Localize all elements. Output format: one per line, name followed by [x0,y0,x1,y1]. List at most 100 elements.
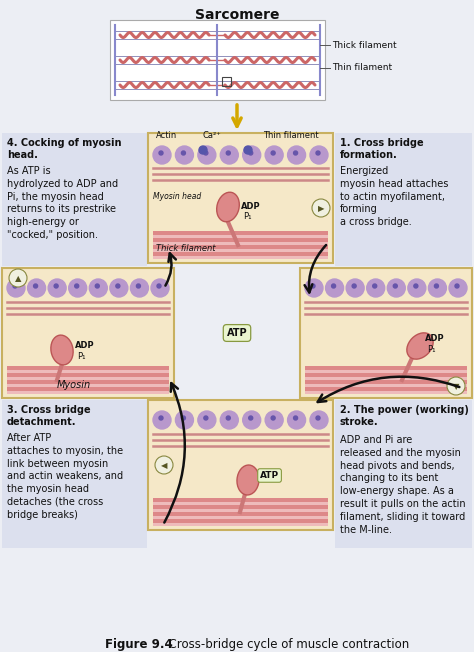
Circle shape [204,151,208,155]
Text: ADP: ADP [241,202,261,211]
Circle shape [157,284,161,288]
Circle shape [48,279,66,297]
Text: After ATP
attaches to myosin, the
link between myosin
and actin weakens, and
the: After ATP attaches to myosin, the link b… [7,433,123,520]
Circle shape [316,416,320,420]
Circle shape [137,284,140,288]
Bar [222,77,231,86]
Circle shape [243,146,261,164]
Circle shape [220,411,238,429]
Circle shape [414,284,418,288]
Circle shape [288,146,306,164]
Circle shape [435,284,438,288]
Bar [7,376,169,380]
Bar [153,256,328,259]
Circle shape [7,279,25,297]
Bar [148,133,333,263]
Bar [148,400,333,530]
Bar [153,252,328,256]
Text: Sarcomere: Sarcomere [195,8,279,22]
Circle shape [271,416,275,420]
Text: ADP and Pi are
released and the myosin
head pivots and bends,
changing to its be: ADP and Pi are released and the myosin h… [340,435,465,535]
Circle shape [130,279,148,297]
Text: ADP: ADP [425,334,445,343]
Circle shape [95,284,99,288]
Bar [2,400,147,548]
Circle shape [367,279,385,297]
Text: Myosin: Myosin [57,380,91,390]
Circle shape [271,151,275,155]
Circle shape [199,146,207,154]
Circle shape [393,284,397,288]
Circle shape [346,279,364,297]
Text: ATP: ATP [260,471,279,480]
Text: 4. Cocking of myosin
head.: 4. Cocking of myosin head. [7,138,121,160]
Bar [153,238,328,241]
Bar [305,376,467,380]
Bar [153,231,328,235]
Bar [153,235,328,238]
Circle shape [204,416,208,420]
Ellipse shape [237,465,259,495]
Text: ▼: ▼ [453,383,459,391]
Circle shape [54,284,58,288]
Circle shape [34,284,37,288]
Bar [153,241,328,245]
Bar [305,387,467,391]
Circle shape [373,284,377,288]
Text: Actin: Actin [156,131,177,140]
Circle shape [226,416,230,420]
Circle shape [311,284,315,288]
Circle shape [9,269,27,287]
Bar [7,383,169,387]
Circle shape [352,284,356,288]
Circle shape [89,279,107,297]
Circle shape [151,279,169,297]
Text: Figure 9.4: Figure 9.4 [105,638,173,651]
Text: 2. The power (working)
stroke.: 2. The power (working) stroke. [340,405,469,426]
Bar [7,370,169,373]
Circle shape [198,146,216,164]
Bar [7,366,169,370]
Ellipse shape [407,333,433,359]
Text: Ca²⁺: Ca²⁺ [203,131,222,140]
Ellipse shape [217,192,239,222]
Bar [153,245,328,248]
Text: As ATP is
hydrolyzed to ADP and
Pi, the myosin head
returns to its prestrike
hig: As ATP is hydrolyzed to ADP and Pi, the … [7,166,118,240]
Circle shape [312,199,330,217]
Text: Energized
myosin head attaches
to actin myofilament,
forming
a cross bridge.: Energized myosin head attaches to actin … [340,166,448,227]
Bar [7,387,169,391]
Bar [305,366,467,370]
Circle shape [243,411,261,429]
Circle shape [27,279,46,297]
Circle shape [332,284,336,288]
Circle shape [182,416,185,420]
Bar [153,501,328,505]
Circle shape [13,284,17,288]
Circle shape [116,284,120,288]
Circle shape [265,146,283,164]
Circle shape [326,279,344,297]
Text: ADP: ADP [75,341,95,350]
Text: P₁: P₁ [427,345,436,354]
Bar [153,512,328,516]
Circle shape [249,416,253,420]
Circle shape [153,411,171,429]
Circle shape [159,416,163,420]
Circle shape [305,279,323,297]
Bar [305,383,467,387]
Text: ◀: ◀ [161,462,167,471]
Bar [153,519,328,522]
Bar [153,505,328,509]
Circle shape [265,411,283,429]
Bar [305,373,467,376]
Circle shape [428,279,447,297]
Text: Thin filament: Thin filament [332,63,392,72]
Text: P₁: P₁ [243,212,252,221]
Bar [7,391,169,394]
Text: ▲: ▲ [15,274,21,284]
Circle shape [408,279,426,297]
Bar [305,380,467,383]
Bar [2,133,147,266]
Circle shape [226,151,230,155]
Bar [335,133,472,266]
